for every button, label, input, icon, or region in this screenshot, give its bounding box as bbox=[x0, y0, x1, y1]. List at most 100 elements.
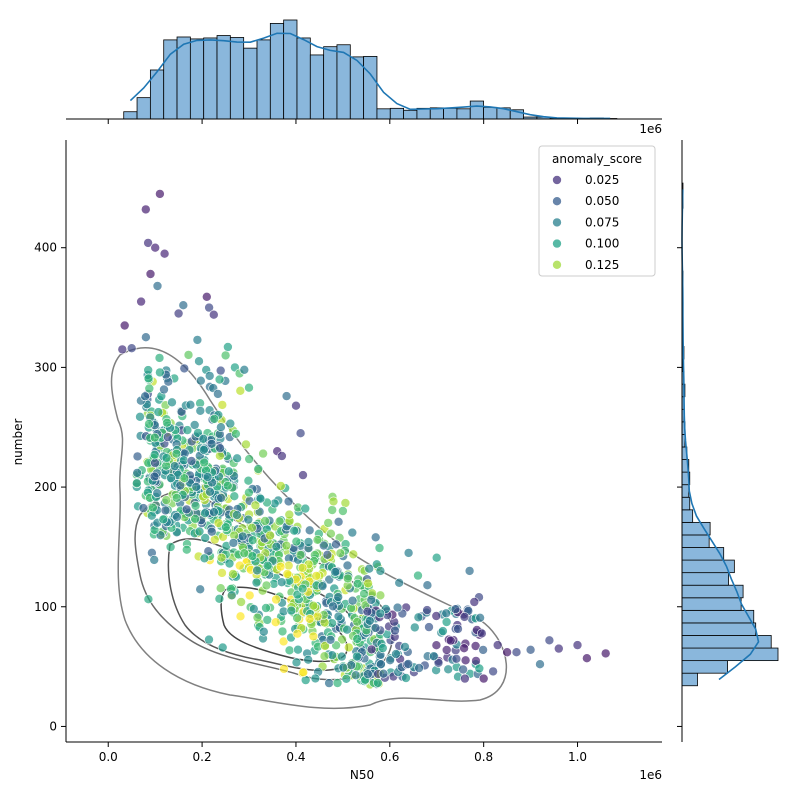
legend-box bbox=[538, 145, 656, 277]
scatter-point bbox=[138, 503, 149, 513]
scatter-point bbox=[333, 611, 344, 622]
scatter-point bbox=[322, 549, 333, 560]
scatter-point bbox=[150, 458, 160, 468]
scatter-point bbox=[352, 616, 363, 627]
y-hist-bar bbox=[681, 521, 711, 536]
scatter-point bbox=[202, 472, 213, 482]
scatter-point bbox=[209, 414, 220, 424]
scatter-point bbox=[200, 533, 210, 543]
scatter-point bbox=[232, 510, 242, 520]
top-offset-label: 1e6 bbox=[639, 122, 662, 136]
scatter-point bbox=[341, 673, 352, 684]
scatter-points bbox=[117, 189, 611, 690]
scatter-point bbox=[250, 500, 261, 511]
scatter-point bbox=[336, 651, 347, 662]
scatter-point bbox=[214, 593, 225, 604]
y-hist-bar bbox=[681, 534, 710, 548]
scatter-point bbox=[326, 528, 336, 539]
scatter-point bbox=[161, 453, 172, 463]
scatter-point bbox=[235, 560, 245, 571]
scatter-point bbox=[328, 601, 338, 612]
scatter-point bbox=[235, 385, 246, 396]
scatter-point bbox=[155, 367, 165, 378]
scatter-point bbox=[235, 611, 246, 622]
scatter-point bbox=[422, 605, 432, 615]
scatter-point bbox=[401, 673, 411, 683]
scatter-point bbox=[295, 550, 306, 560]
scatter-point bbox=[438, 626, 448, 636]
scatter-point bbox=[286, 605, 297, 616]
scatter-point bbox=[300, 503, 311, 514]
scatter-point bbox=[271, 594, 281, 605]
scatter-point bbox=[474, 663, 485, 674]
scatter-point bbox=[217, 568, 227, 578]
scatter-point bbox=[431, 611, 442, 621]
scatter-point bbox=[199, 457, 209, 468]
scatter-point bbox=[215, 365, 226, 376]
scatter-point bbox=[376, 659, 386, 670]
y-hist-bar bbox=[681, 584, 744, 599]
scatter-point bbox=[143, 238, 153, 248]
scatter-point bbox=[553, 643, 564, 654]
scatter-point bbox=[459, 612, 470, 622]
scatter-point bbox=[243, 514, 254, 525]
scatter-point bbox=[478, 673, 489, 684]
scatter-point bbox=[298, 470, 308, 480]
x-tick-label: 0.4 bbox=[286, 750, 305, 764]
y-hist-bar bbox=[681, 572, 729, 586]
scatter-point bbox=[196, 375, 206, 386]
scatter-point bbox=[244, 382, 254, 393]
scatter-point bbox=[161, 495, 172, 505]
scatter-point bbox=[378, 668, 389, 679]
scatter-point bbox=[261, 603, 271, 613]
scatter-point bbox=[338, 506, 348, 516]
scatter-point bbox=[282, 569, 293, 579]
scatter-point bbox=[333, 516, 344, 527]
scatter-point bbox=[422, 580, 433, 591]
x-hist-bar bbox=[269, 22, 285, 120]
scatter-point bbox=[171, 493, 182, 503]
scatter-point bbox=[441, 645, 452, 655]
scatter-point bbox=[308, 631, 319, 642]
scatter-point bbox=[206, 438, 217, 449]
scatter-point bbox=[364, 615, 375, 626]
scatter-point bbox=[413, 612, 424, 623]
scatter-point bbox=[262, 560, 273, 571]
scatter-point bbox=[243, 475, 254, 486]
scatter-point bbox=[338, 662, 349, 673]
x-tick-label: 0.6 bbox=[380, 750, 399, 764]
scatter-point bbox=[347, 595, 358, 606]
scatter-point bbox=[167, 397, 177, 408]
scatter-point bbox=[143, 365, 153, 375]
scatter-point bbox=[163, 432, 173, 442]
scatter-point bbox=[327, 505, 338, 515]
scatter-point bbox=[319, 651, 330, 662]
scatter-point bbox=[239, 364, 250, 375]
scatter-point bbox=[247, 522, 257, 533]
x-tick-label: 0.0 bbox=[99, 750, 118, 764]
scatter-point bbox=[195, 405, 206, 416]
scatter-point bbox=[433, 657, 444, 668]
scatter-point bbox=[391, 649, 401, 659]
scatter-point bbox=[488, 666, 498, 677]
scatter-point bbox=[424, 622, 434, 632]
x-offset-label: 1e6 bbox=[639, 768, 662, 782]
scatter-point bbox=[295, 428, 306, 439]
scatter-point bbox=[135, 411, 145, 422]
scatter-point bbox=[145, 269, 156, 279]
y-tick-label: 300 bbox=[34, 360, 57, 374]
x-hist-bar bbox=[323, 46, 338, 120]
scatter-point bbox=[132, 451, 143, 462]
y-ticks: 0 100 200 300 400 bbox=[34, 241, 66, 733]
scatter-point bbox=[283, 560, 294, 571]
legend-label: 0.025 bbox=[585, 173, 619, 187]
scatter-point bbox=[375, 608, 386, 619]
x-hist-bar bbox=[376, 108, 391, 120]
scatter-point bbox=[364, 563, 375, 574]
scatter-point bbox=[191, 482, 201, 492]
scatter-point bbox=[317, 581, 328, 591]
x-hist-bar bbox=[363, 55, 378, 120]
scatter-point bbox=[535, 659, 545, 670]
scatter-point bbox=[318, 540, 329, 551]
